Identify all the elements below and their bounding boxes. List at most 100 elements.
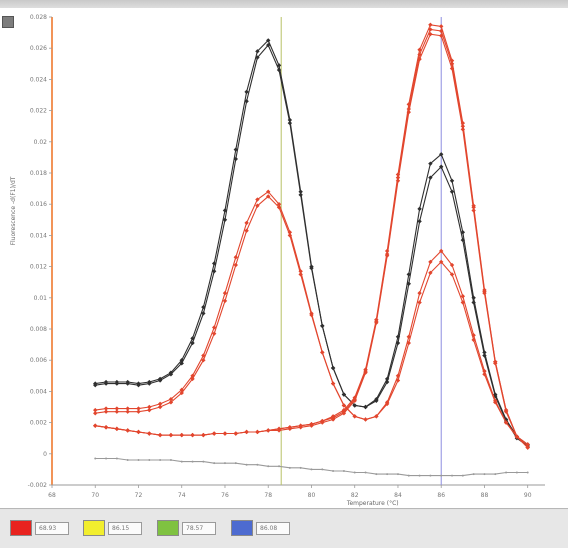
series-6-point-3 [125, 428, 130, 433]
series-7-point-5 [148, 459, 151, 462]
series-6-point-20 [309, 421, 314, 427]
series-6-point-11 [211, 431, 217, 436]
series-1-point-29 [406, 281, 411, 286]
series-7-point-1 [105, 457, 108, 460]
series-7-point-7 [169, 459, 172, 462]
y-tick-label-12: 0.004 [30, 388, 47, 395]
series-7-point-10 [202, 460, 205, 463]
series-7-point-27 [386, 473, 389, 476]
series-1-point-36 [482, 353, 487, 358]
series-7-point-4 [137, 459, 140, 462]
series-3-point-20 [309, 312, 314, 318]
series-1-point-3 [125, 381, 130, 386]
legend-item-blue[interactable]: 86.08 [231, 520, 290, 536]
series-1-point-9 [190, 340, 195, 346]
series-3-point-8 [179, 390, 184, 396]
series-0-point-30 [417, 206, 422, 212]
series-1-point-27 [384, 379, 390, 385]
legend-item-yellow[interactable]: 86.15 [83, 520, 142, 536]
series-2-point-18 [287, 230, 293, 235]
series-3-point-30 [417, 300, 422, 305]
series-1-point-21 [320, 323, 325, 329]
window-menu-icon[interactable] [2, 16, 14, 28]
series-3-point-31 [428, 270, 433, 276]
legend-value-green: 78.57 [182, 521, 216, 535]
series-3-point-7 [168, 400, 174, 405]
series-3-point-4 [136, 409, 141, 414]
x-tick-label-1: 70 [91, 492, 99, 499]
series-0-point-15 [255, 49, 260, 54]
series-7-point-24 [353, 471, 356, 474]
series-2-point-0 [93, 407, 98, 413]
series-2-point-15 [255, 197, 260, 202]
series-3-point-10 [201, 358, 206, 363]
series-7-point-28 [396, 473, 399, 476]
series-7-point-33 [451, 474, 454, 477]
series-6-point-14 [244, 429, 249, 435]
series-3-point-25 [363, 417, 368, 422]
series-7-point-31 [429, 474, 432, 477]
series-6-point-34 [460, 124, 466, 129]
series-6-point-0 [93, 423, 98, 428]
series-6-point-6 [157, 432, 163, 438]
series-6-point-12 [222, 431, 228, 436]
series-6-point-17 [276, 426, 282, 432]
series-1-point-7 [168, 372, 174, 377]
series-1-point-32 [439, 164, 444, 169]
series-3-point-37 [493, 400, 498, 405]
series-3-point-22 [330, 381, 336, 386]
series-6-point-1 [103, 425, 109, 430]
series-7-point-11 [213, 462, 216, 465]
series-7-point-23 [342, 469, 345, 472]
series-3-point-21 [320, 350, 325, 355]
y-tick-label-9: 0.01 [34, 295, 48, 302]
series-1-point-11 [211, 269, 217, 274]
series-7-point-34 [461, 474, 464, 477]
series-1-point-23 [341, 392, 347, 397]
series-6-point-28 [395, 175, 401, 180]
y-tick-label-3: 0.022 [30, 108, 47, 115]
x-tick-label-5: 78 [264, 492, 272, 499]
series-3-point-23 [341, 403, 347, 408]
series-3-point-3 [125, 409, 130, 414]
series-1-point-2 [114, 381, 120, 386]
series-0-point-16 [266, 38, 271, 43]
series-2-point-33 [449, 262, 455, 268]
series-3-point-28 [395, 378, 401, 383]
series-3-point-13 [233, 262, 238, 268]
series-2-point-12 [222, 290, 228, 296]
series-5-point-34 [460, 120, 466, 126]
series-0-point-9 [190, 336, 195, 341]
series-1-point-33 [449, 189, 455, 194]
series-1-point-1 [103, 381, 109, 386]
series-7-point-8 [180, 460, 183, 463]
series-1-point-20 [309, 265, 314, 271]
series-3-point-34 [460, 300, 466, 305]
series-7-point-22 [332, 469, 335, 472]
series-6-point-13 [233, 431, 238, 436]
series-3-point-12 [222, 298, 228, 304]
series-6-point-29 [406, 106, 411, 112]
series-7-point-13 [234, 462, 237, 465]
series-6-point-35 [471, 205, 476, 210]
series-7-point-9 [191, 460, 194, 463]
x-tick-label-3: 74 [178, 492, 186, 499]
x-tick-label-10: 88 [481, 492, 489, 499]
series-6-point-4 [136, 429, 141, 435]
series-7-point-2 [115, 457, 118, 460]
y-tick-label-14: 0 [43, 451, 47, 458]
series-1-point-6 [157, 378, 163, 383]
legend-item-red[interactable]: 68.93 [10, 520, 69, 536]
series-2-point-11 [211, 325, 217, 330]
series-5-point-31 [428, 22, 433, 27]
x-tick-label-9: 86 [437, 492, 445, 499]
series-1-point-16 [266, 42, 271, 48]
series-6-point-30 [417, 52, 422, 57]
series-7-point-0 [94, 457, 97, 460]
legend-item-green[interactable]: 78.57 [157, 520, 216, 536]
series-1-point-18 [287, 120, 293, 126]
series-6-point-27 [384, 251, 390, 257]
series-1-point-26 [374, 398, 379, 403]
series-2-point-14 [244, 220, 249, 226]
